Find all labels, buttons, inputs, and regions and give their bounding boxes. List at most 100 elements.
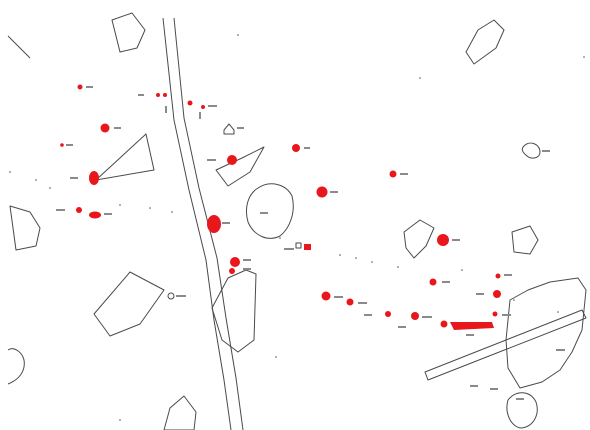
point <box>397 266 399 268</box>
red-feature-18 <box>230 257 240 267</box>
point <box>419 77 421 79</box>
label-mark <box>466 334 474 336</box>
road-diagonal-outline <box>424 309 587 381</box>
circle-marker <box>167 292 175 300</box>
red-feature-26 <box>385 311 391 317</box>
label-mark <box>243 268 251 270</box>
point <box>339 254 341 256</box>
label-mark <box>398 326 406 328</box>
point <box>35 179 37 181</box>
point <box>119 419 121 421</box>
red-feature-10 <box>389 170 397 178</box>
point <box>279 237 281 239</box>
label-mark <box>304 147 310 149</box>
label-mark <box>490 388 498 390</box>
label-mark <box>222 222 230 224</box>
red-feature-19 <box>229 268 235 274</box>
point <box>583 56 585 58</box>
point <box>275 356 277 358</box>
feature-labels <box>56 86 565 400</box>
red-feature-25 <box>492 311 498 317</box>
point <box>513 299 515 301</box>
outline-feature-top-left <box>111 12 146 53</box>
red-feature-29 <box>450 322 494 330</box>
label-mark <box>358 302 367 304</box>
label-mark <box>165 106 167 113</box>
red-feature-06 <box>100 123 110 133</box>
label-mark <box>334 296 343 298</box>
label-mark <box>364 314 372 316</box>
label-mark <box>516 398 524 400</box>
point <box>171 211 173 213</box>
point <box>355 257 357 259</box>
red-feature-22 <box>493 290 501 298</box>
outline-feature-far-east <box>511 225 539 255</box>
red-feature-24 <box>346 298 354 306</box>
red-feature-27 <box>411 312 419 320</box>
label-mark <box>504 274 512 276</box>
label-mark <box>199 112 201 119</box>
label-mark <box>502 314 511 316</box>
outline-feature-east-mid <box>403 219 435 259</box>
point <box>149 207 151 209</box>
label-mark <box>104 213 112 215</box>
red-feature-28 <box>440 320 448 328</box>
label-mark <box>237 127 244 129</box>
label-mark <box>114 127 121 129</box>
outline-feature-round-centre <box>245 183 294 239</box>
point <box>9 171 11 173</box>
point <box>237 34 239 36</box>
label-mark <box>260 212 268 214</box>
red-feature-11 <box>89 171 99 185</box>
outline-feature-large-southwest <box>93 271 165 337</box>
point <box>461 269 463 271</box>
outline-feature-bottom-left <box>7 348 25 385</box>
red-feature-01 <box>77 84 83 90</box>
outline-feature-centre-left <box>215 146 265 187</box>
road-diagonal-southeast <box>424 309 587 381</box>
label-mark <box>138 94 144 96</box>
red-feature-12 <box>316 186 328 198</box>
outline-feature-southeast <box>505 277 587 389</box>
label-mark <box>56 209 65 211</box>
point <box>371 261 373 263</box>
label-mark <box>208 105 217 107</box>
red-feature-08 <box>227 155 237 165</box>
road-north-south <box>162 17 244 430</box>
outline-feature-triangle <box>95 133 155 181</box>
red-feature-14 <box>89 211 101 219</box>
red-feature-03 <box>163 93 167 97</box>
label-mark <box>442 281 450 283</box>
red-feature-13 <box>76 207 82 213</box>
outline-feature-top-left-edge <box>7 35 31 59</box>
label-mark <box>330 191 338 193</box>
red-feature-09 <box>292 144 300 152</box>
road-east-edge <box>173 17 244 430</box>
square-marker <box>295 242 302 249</box>
scatter-points <box>9 34 585 421</box>
point <box>119 204 121 206</box>
red-feature-16 <box>437 234 449 246</box>
label-mark <box>476 293 484 295</box>
label-mark <box>400 173 408 175</box>
point <box>49 187 51 189</box>
house-marker <box>223 123 235 135</box>
red-feature-17 <box>304 244 311 250</box>
red-feature-20 <box>429 278 437 286</box>
red-feature-05 <box>201 105 205 109</box>
red-features <box>60 84 501 330</box>
outline-feature-top-right <box>465 19 505 65</box>
label-mark <box>243 259 251 261</box>
road-west-edge <box>162 17 232 430</box>
outline-feature-road-side <box>211 269 257 353</box>
red-feature-07 <box>60 143 64 147</box>
label-mark <box>452 239 460 241</box>
outline-feature-bottom-right <box>506 392 538 429</box>
label-mark <box>556 349 565 351</box>
label-mark <box>422 316 432 318</box>
outline-feature-bottom-centre <box>163 395 197 430</box>
point <box>557 311 559 313</box>
red-feature-23 <box>321 291 331 301</box>
outline-feature-left-edge <box>9 205 41 251</box>
